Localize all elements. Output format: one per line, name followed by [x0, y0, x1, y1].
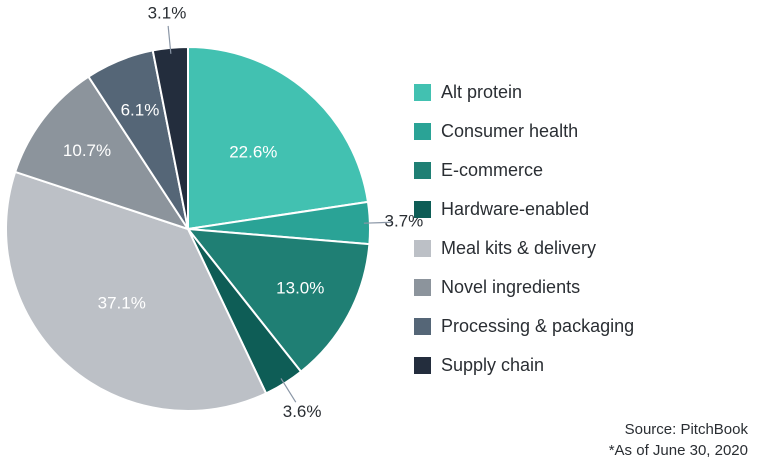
- legend-item-alt-protein: Alt protein: [414, 73, 754, 112]
- slice-label-novel-ingredients: 10.7%: [63, 141, 111, 160]
- pie-slices: [5, 45, 371, 412]
- legend-label: Hardware-enabled: [441, 199, 590, 219]
- leader-line-consumer-health: [363, 221, 392, 224]
- slice-label-e-commerce: 13.0%: [276, 279, 324, 298]
- legend-label: E-commerce: [441, 160, 544, 180]
- legend-label: Consumer health: [441, 121, 579, 141]
- source-line: Source: PitchBook: [624, 421, 748, 438]
- slice-label-processing-and-packaging: 6.1%: [121, 100, 160, 119]
- legend-label: Processing & packaging: [441, 316, 635, 336]
- legend-item-novel-ingredients: Novel ingredients: [414, 268, 754, 307]
- legend-swatch: [414, 357, 431, 374]
- pie-slice-alt-protein: [187, 45, 370, 231]
- legend-label: Meal kits & delivery: [441, 238, 597, 258]
- slice-label-supply-chain: 3.1%: [148, 4, 187, 23]
- pie-slice-meal-kits-and-delivery: [5, 170, 268, 412]
- leader-line-supply-chain: [167, 25, 172, 54]
- slice-labels: 22.6% 3.7% 13.0% 3.6% 37.1% 10.7% 6.1% 3.1%: [63, 4, 423, 421]
- legend-swatch: [414, 123, 431, 140]
- legend-item-hardware-enabled: Hardware-enabled: [414, 190, 754, 229]
- legend-item-supply-chain: Supply chain: [414, 346, 754, 385]
- slice-label-alt-protein: 22.6%: [229, 143, 277, 162]
- pie-slice-novel-ingredients: [13, 75, 191, 231]
- leader-line-hardware-enabled: [280, 378, 297, 403]
- legend-label: Alt protein: [441, 82, 523, 102]
- legend-swatch: [414, 162, 431, 179]
- legend-swatch: [414, 201, 431, 218]
- as-of-date-line: *As of June 30, 2020: [608, 442, 748, 459]
- legend-swatch: [414, 318, 431, 335]
- source-note: Source: PitchBook *As of June 30, 2020: [609, 419, 748, 461]
- legend-item-e-commerce: E-commerce: [414, 151, 754, 190]
- pie-slice-e-commerce: [185, 227, 371, 374]
- legend-item-consumer-health: Consumer health: [414, 112, 754, 151]
- legend-item-meal-kits-and-delivery: Meal kits & delivery: [414, 229, 754, 268]
- legend: Alt protein Consumer health E-commerce Hard…: [414, 73, 754, 385]
- slice-label-meal-kits-and-delivery: 37.1%: [98, 294, 146, 313]
- slice-label-hardware-enabled: 3.6%: [283, 402, 322, 421]
- legend-label: Novel ingredients: [441, 277, 581, 297]
- slice-label-consumer-health: 3.7%: [385, 211, 424, 230]
- legend-swatch: [414, 279, 431, 296]
- legend-swatch: [414, 240, 431, 257]
- legend-item-processing-and-packaging: Processing & packaging: [414, 307, 754, 346]
- legend-label: Supply chain: [441, 355, 545, 375]
- legend-swatch: [414, 84, 431, 101]
